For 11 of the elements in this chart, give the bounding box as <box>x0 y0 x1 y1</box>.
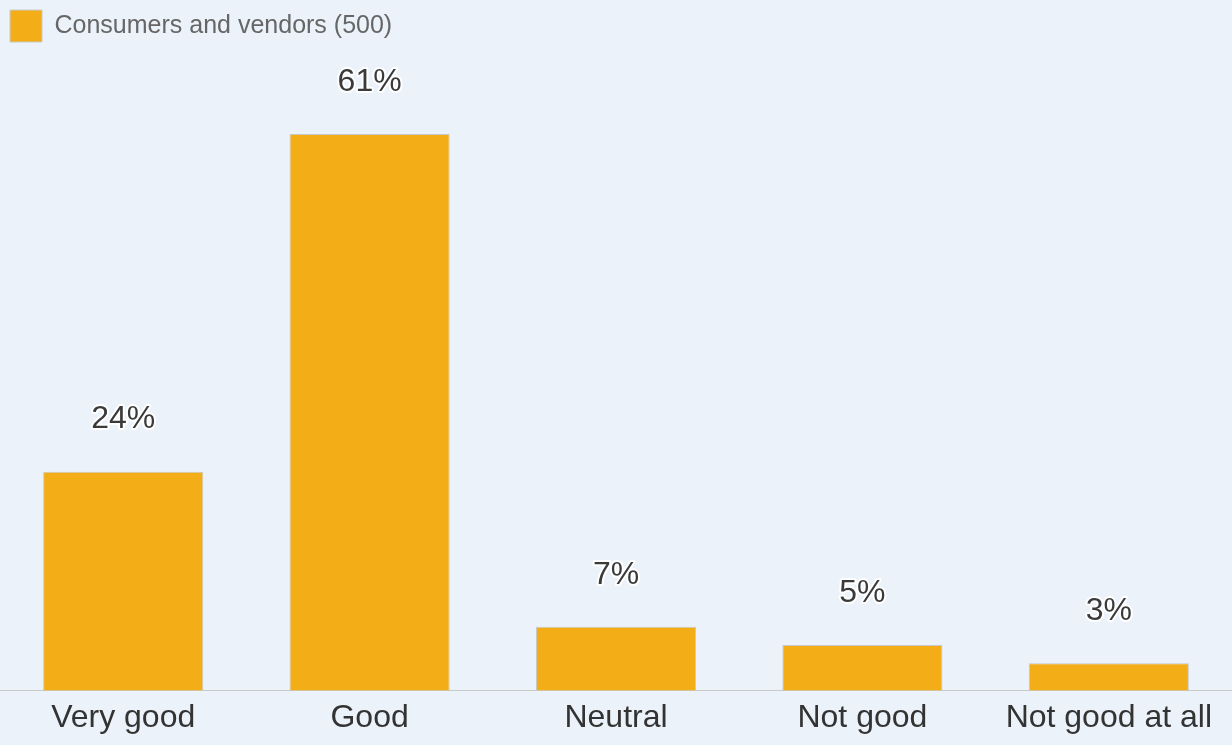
x-tick-label: Very good <box>51 697 196 734</box>
legend-label: Consumers and vendors (500) <box>54 9 393 38</box>
x-tick-label: Good <box>330 697 409 734</box>
data-label: 24% <box>91 399 156 436</box>
x-tick-label: Neutral <box>564 697 668 734</box>
data-label: 3% <box>1085 591 1132 628</box>
x-tick-label: Not good <box>797 697 928 734</box>
x-tick-label: Not good at all <box>1005 697 1212 734</box>
data-label: 7% <box>592 554 640 591</box>
data-label: 61% <box>337 61 402 98</box>
data-label: 5% <box>839 572 886 609</box>
